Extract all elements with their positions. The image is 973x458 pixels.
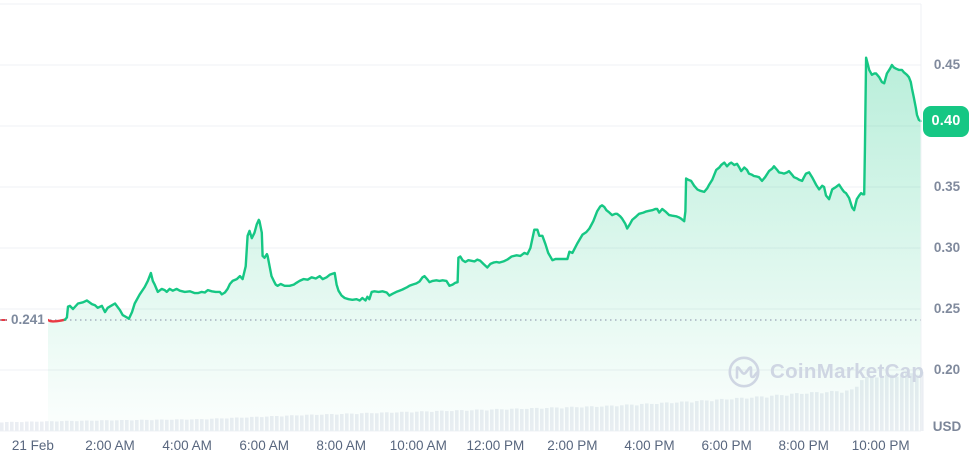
y-axis-tick-label: 0.45 xyxy=(933,57,961,72)
volume-bar xyxy=(10,421,14,431)
volume-bar xyxy=(25,421,29,431)
volume-bar xyxy=(0,422,4,431)
x-axis-tick-label: 8:00 AM xyxy=(316,438,366,453)
y-axis-tick-label: 0.25 xyxy=(933,301,961,316)
price-area-fill xyxy=(48,57,921,431)
y-axis-tick-label: 0.35 xyxy=(933,179,961,194)
volume-bar xyxy=(45,421,49,431)
volume-bar xyxy=(5,422,9,431)
x-axis-tick-label: 10:00 AM xyxy=(389,438,447,453)
x-axis-tick-label: 8:00 PM xyxy=(778,438,829,453)
price-line-down-segment xyxy=(46,318,67,323)
x-axis-tick-label: 6:00 PM xyxy=(701,438,752,453)
x-axis-tick-label: 10:00 PM xyxy=(851,438,910,453)
x-axis-tick-label: 4:00 PM xyxy=(624,438,675,453)
volume-bar xyxy=(35,421,39,431)
volume-bar xyxy=(20,422,24,431)
x-axis-tick-label: 2:00 AM xyxy=(85,438,135,453)
volume-bar xyxy=(15,422,19,431)
y-axis-tick-label: 0.30 xyxy=(933,240,961,255)
y-axis-unit-label: USD xyxy=(932,419,962,435)
y-axis-tick-label: 0.20 xyxy=(933,362,961,377)
x-axis-tick-label: 12:00 PM xyxy=(466,438,525,453)
x-axis-tick-label: 21 Feb xyxy=(11,438,54,453)
volume-bar xyxy=(30,421,34,431)
volume-bar xyxy=(40,421,44,431)
x-axis-tick-label: 2:00 PM xyxy=(547,438,598,453)
last-price-badge: 0.40 xyxy=(923,105,969,137)
volume-bar xyxy=(920,371,924,431)
price-line xyxy=(63,56,922,321)
x-axis-tick-label: 6:00 AM xyxy=(239,438,289,453)
previous-close-label: 0.241 xyxy=(8,310,48,328)
x-axis-tick-label: 4:00 AM xyxy=(162,438,212,453)
